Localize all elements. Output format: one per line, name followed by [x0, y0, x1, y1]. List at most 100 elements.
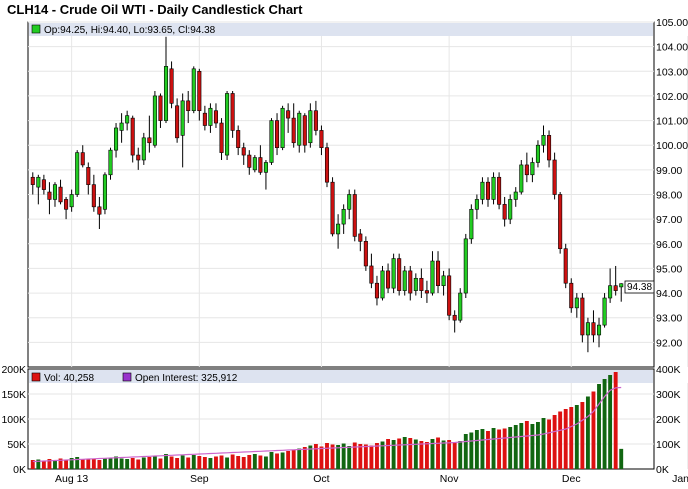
volume-bar [53, 460, 57, 469]
volume-bar [552, 415, 557, 469]
volume-bar [363, 444, 368, 469]
volume-bar [175, 458, 180, 469]
volume-bar [41, 460, 46, 469]
date-tick-label: Oct [313, 473, 329, 485]
candle-body [380, 270, 385, 299]
candle-body [458, 292, 463, 321]
candle-body [558, 194, 563, 250]
candle-body [69, 194, 74, 208]
candle-body [608, 285, 613, 299]
volume-bar [408, 438, 413, 469]
candle-body [241, 147, 246, 156]
volume-bar [413, 439, 418, 469]
volume-bar [219, 455, 224, 469]
volume-bar [91, 458, 96, 469]
price-tick-label: 103.00 [656, 66, 688, 78]
candle-body [397, 258, 402, 291]
open-interest-tick-label: 400K [656, 364, 681, 376]
candle-body [147, 137, 152, 144]
volume-bar [547, 419, 551, 469]
volume-bar [397, 438, 402, 469]
candle-body [580, 297, 585, 336]
candle-body [308, 110, 313, 144]
volume-bar [480, 429, 485, 469]
volume-bar [164, 454, 168, 469]
volume-bar [608, 375, 613, 469]
candle-body [191, 68, 196, 112]
volume-bar [536, 422, 540, 469]
volume-bar [447, 440, 452, 469]
open-interest-tick-label: 0K [656, 464, 669, 476]
volume-bar [280, 452, 285, 469]
volume-bar [302, 447, 307, 469]
volume-bar [141, 457, 146, 469]
candle-body [163, 66, 169, 121]
volume-bar [341, 443, 346, 469]
volume-legend-text: Vol: 40,258 [44, 373, 94, 384]
candle-body [613, 285, 618, 291]
candle-body [530, 162, 535, 176]
candle-body [619, 283, 624, 288]
date-tick-label: Nov [440, 473, 459, 485]
candle-body [30, 176, 35, 185]
date-tick-label: Aug 13 [55, 473, 88, 485]
candle-body [58, 186, 63, 203]
candle-body [480, 181, 485, 200]
volume-bar [402, 437, 407, 469]
candle-body [591, 322, 596, 336]
candle-body [108, 149, 113, 176]
open-interest-tick-label: 300K [656, 389, 681, 401]
volume-bar [597, 384, 601, 469]
volume-bar [524, 421, 529, 469]
volume-series [30, 372, 624, 469]
candle-body [497, 176, 502, 205]
price-tick-label: 92.00 [656, 337, 682, 349]
candle-body [275, 120, 280, 148]
volume-tick-label: 50K [7, 439, 26, 451]
volume-bar [241, 457, 246, 469]
candle-body [336, 223, 341, 235]
candle-body [252, 157, 257, 171]
volume-axis-left: 0K 50K 100K 150K 200K [1, 364, 26, 476]
candle-body [80, 152, 85, 166]
candle-body [36, 176, 41, 188]
candle-body [114, 127, 119, 151]
candle-body [547, 135, 552, 161]
candle-body [302, 115, 307, 146]
volume-bar [452, 443, 457, 469]
candle-body [419, 277, 424, 291]
candle-body [158, 95, 163, 121]
price-tick-label: 96.00 [656, 239, 682, 251]
date-tick-label: Dec [562, 473, 581, 485]
volume-bar [436, 437, 440, 469]
candle-body [352, 194, 357, 237]
candle-body [563, 248, 568, 284]
volume-bar [541, 418, 546, 469]
volume-bar [258, 455, 263, 469]
candle-body [535, 144, 540, 163]
volume-bar [152, 456, 157, 469]
volume-bar [180, 455, 185, 469]
candle-body [202, 112, 207, 126]
price-tick-label: 102.00 [656, 91, 688, 103]
volume-bar [80, 459, 85, 469]
candle-body [52, 184, 58, 200]
candle-body [324, 147, 330, 183]
volume-bar [197, 456, 202, 469]
volume-bar [275, 453, 279, 469]
candle-body [319, 130, 324, 148]
open-interest-tick-label: 200K [656, 414, 681, 426]
candle-body [469, 208, 474, 240]
volume-bar [497, 429, 502, 469]
price-tick-label: 94.00 [656, 288, 682, 300]
candle-body [341, 208, 346, 225]
candle-body [424, 290, 429, 294]
candle-body [369, 265, 374, 284]
volume-bar [469, 432, 474, 469]
candle-body [152, 95, 157, 146]
candle-body [291, 117, 296, 144]
candle-body [141, 137, 146, 161]
volume-bar [563, 409, 568, 469]
chart-title: CLH14 - Crude Oil WTI - Daily Candlestic… [7, 2, 303, 17]
